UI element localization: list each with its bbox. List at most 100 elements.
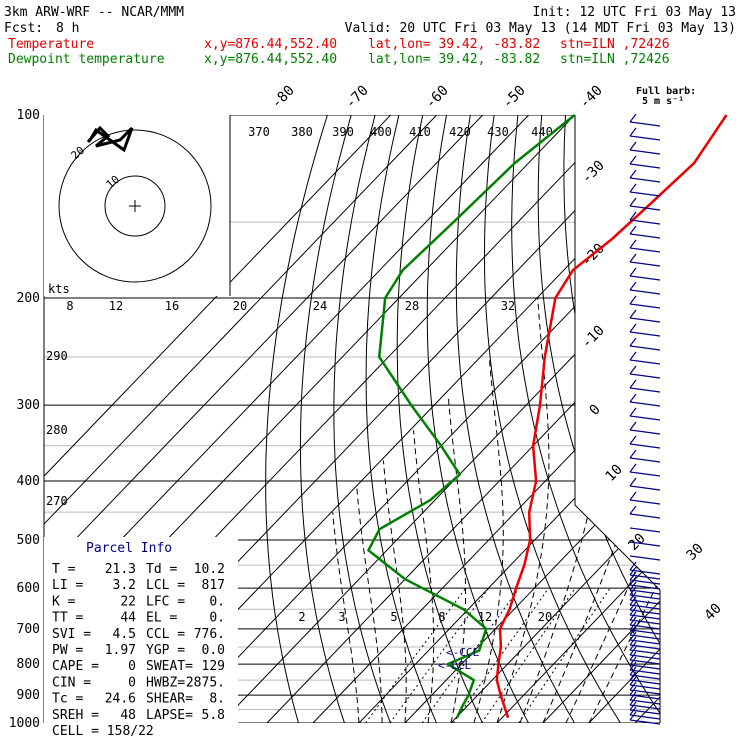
dry-adiabat-260 xyxy=(299,115,352,723)
wind-barb-shaft xyxy=(629,135,661,141)
dewpoint-legend-label: Dewpoint temperature xyxy=(8,52,165,67)
pressure-axis-labels: 100 200 300 400 500 600 700 800 900 1000 xyxy=(9,108,40,731)
parcel-row-8-label-a: Tc = xyxy=(52,692,83,707)
wind-barb-flag xyxy=(629,225,637,235)
mixing-ratio-label-20: 20 xyxy=(538,610,552,624)
wind-barb-shaft xyxy=(629,589,661,595)
wind-barb-flag xyxy=(629,666,637,676)
pressure-label-500: 500 xyxy=(17,533,40,548)
wind-barb-shaft xyxy=(629,639,661,645)
hodograph-speed-tick-3: 20 xyxy=(233,299,247,313)
wind-barb-shaft xyxy=(629,443,661,449)
sounding-series xyxy=(367,114,728,719)
wind-barb-shaft xyxy=(629,659,661,665)
wind-barb-shaft xyxy=(629,669,661,675)
wind-barb-shaft xyxy=(629,609,661,615)
wind-barb-flag xyxy=(629,596,637,606)
wind-barb-shaft xyxy=(629,387,661,393)
wind-barb-flag xyxy=(629,616,637,626)
isotherm-label-right-5: 20 xyxy=(626,531,649,554)
wind-barb-shaft xyxy=(629,331,661,337)
parcel-row-6-label-b: SWEAT= xyxy=(146,659,193,674)
wind-barb-shaft xyxy=(629,664,661,670)
mixing-ratio-label-12: 12 xyxy=(478,610,492,624)
parcel-row-4-value-a: 4.5 xyxy=(113,627,136,642)
wind-barb-shaft xyxy=(629,569,661,575)
wind-barb-flag xyxy=(629,626,637,636)
moist-adiabat-20 xyxy=(496,297,550,723)
mixing-ratio-line-20 xyxy=(518,587,611,723)
moist-adiabat--10 xyxy=(332,512,360,723)
parcel-cell: CELL = 158/22 xyxy=(52,724,154,739)
wind-barb-flag xyxy=(629,581,637,591)
barb-legend-line1: Full barb: xyxy=(636,86,696,97)
wind-barb-flag xyxy=(629,701,637,711)
wind-barb-flag xyxy=(629,295,637,305)
wind-barb-flag xyxy=(629,169,637,179)
pressure-label-300: 300 xyxy=(17,398,40,413)
wind-barb-flag xyxy=(629,281,637,291)
parcel-row-6-label-a: CAPE = xyxy=(52,659,99,674)
chart-header: 3km ARW-WRF -- NCAR/MMM Init: 12 UTC Fri… xyxy=(4,5,736,67)
isotherm-label-right-2: -10 xyxy=(579,323,608,352)
forecast-label: Fcst: xyxy=(4,21,43,36)
right-boundary xyxy=(574,115,661,723)
wind-barb-shaft xyxy=(629,289,661,295)
parcel-row-7-value-b: 2875. xyxy=(186,675,225,690)
wind-barb-flag xyxy=(629,435,637,445)
isotherm-label-right-0: -30 xyxy=(579,158,608,187)
wind-barb-shaft xyxy=(629,644,661,650)
dewpoint-latlon: lat,lon= 39.42, -83.82 xyxy=(368,52,540,67)
temperature-xy: x,y=876.44,552.40 xyxy=(204,37,337,52)
wind-barb-flag xyxy=(629,491,637,501)
wind-barb-flag xyxy=(629,621,637,631)
parcel-row-9-label-b: LAPSE= xyxy=(146,708,193,723)
wind-barb-flag xyxy=(629,711,637,721)
wind-barb-shaft xyxy=(629,219,661,225)
wind-barb-shaft xyxy=(629,579,661,585)
wind-barb-shaft xyxy=(629,674,661,680)
wind-barb-flag xyxy=(629,606,637,616)
temperature-legend-label: Temperature xyxy=(8,37,94,52)
wind-barb-shaft xyxy=(629,513,661,519)
wind-barb-shaft xyxy=(629,604,661,610)
forecast-hour: 8 h xyxy=(56,21,79,36)
wind-barb-shaft xyxy=(629,689,661,695)
parcel-info-title: Parcel Info xyxy=(86,541,172,556)
wind-barb-flag xyxy=(629,113,637,123)
parcel-row-0-value-b: 10.2 xyxy=(194,562,225,577)
isotherm--120 xyxy=(44,115,438,723)
wind-barb-flag xyxy=(629,337,637,347)
parcel-row-0-value-a: 21.3 xyxy=(105,562,136,577)
wind-barb-shaft xyxy=(629,485,661,491)
theta-label-top-1: 380 xyxy=(291,125,313,139)
wind-barb-flag xyxy=(629,463,637,473)
wind-barb-shaft xyxy=(629,261,661,267)
mixing-ratio-label-8: 8 xyxy=(438,610,445,624)
isotherm--10 xyxy=(358,115,660,723)
parcel-row-4-label-a: SVI = xyxy=(52,627,91,642)
wind-barb-shaft xyxy=(629,555,661,561)
mixing-ratio-line-12 xyxy=(481,587,576,723)
wind-barb-shaft xyxy=(629,429,661,435)
isotherm--20 xyxy=(312,115,660,723)
hodograph-speed-tick-5: 28 xyxy=(405,299,419,313)
mixing-ratio-line-5 xyxy=(421,587,520,723)
dry-adiabat-310 xyxy=(455,115,583,723)
wind-barb-shaft xyxy=(629,499,661,505)
wind-barb-shaft xyxy=(629,471,661,477)
isotherm-10 xyxy=(450,115,660,723)
theta-label-left-2: 270 xyxy=(46,494,68,508)
theta-label-left-1: 280 xyxy=(46,423,68,437)
dry-adiabat-360 xyxy=(588,115,660,723)
dry-adiabat-290 xyxy=(396,115,490,723)
dry-adiabat-340 xyxy=(537,115,660,723)
wind-barb-shaft xyxy=(629,719,661,725)
wind-barb-shaft xyxy=(629,247,661,253)
parcel-row-9-label-a: SREH = xyxy=(52,708,99,723)
dry-adiabat-320 xyxy=(483,115,630,723)
isotherm-label-top-3: -50 xyxy=(500,83,529,112)
wind-barb-flag xyxy=(629,407,637,417)
ccl-marker: <-CCL xyxy=(446,646,479,659)
wind-barb-flag xyxy=(629,155,637,165)
